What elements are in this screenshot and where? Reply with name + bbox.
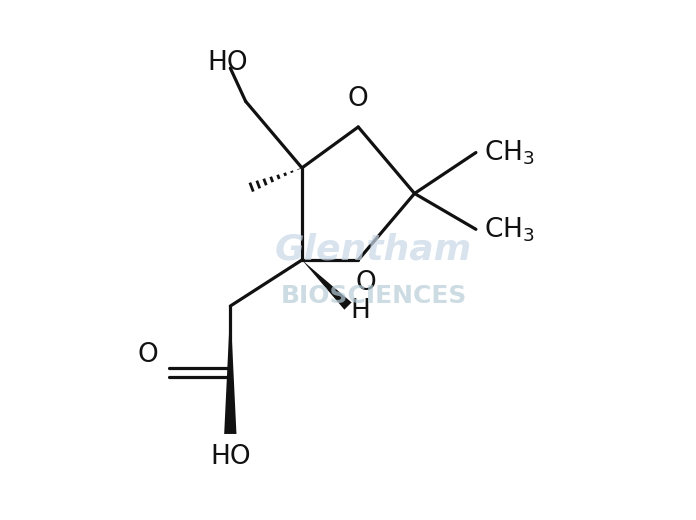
Text: Glentham: Glentham	[275, 233, 472, 267]
Text: H: H	[351, 298, 370, 324]
Text: CH$_3$: CH$_3$	[484, 215, 535, 243]
Text: O: O	[138, 342, 159, 368]
Text: HO: HO	[207, 50, 248, 76]
Text: CH$_3$: CH$_3$	[484, 138, 535, 167]
Text: O: O	[356, 270, 377, 296]
Text: BIOSCIENCES: BIOSCIENCES	[280, 284, 467, 308]
Polygon shape	[302, 260, 351, 310]
Text: O: O	[348, 86, 369, 112]
Polygon shape	[224, 306, 237, 434]
Text: HO: HO	[210, 444, 251, 470]
